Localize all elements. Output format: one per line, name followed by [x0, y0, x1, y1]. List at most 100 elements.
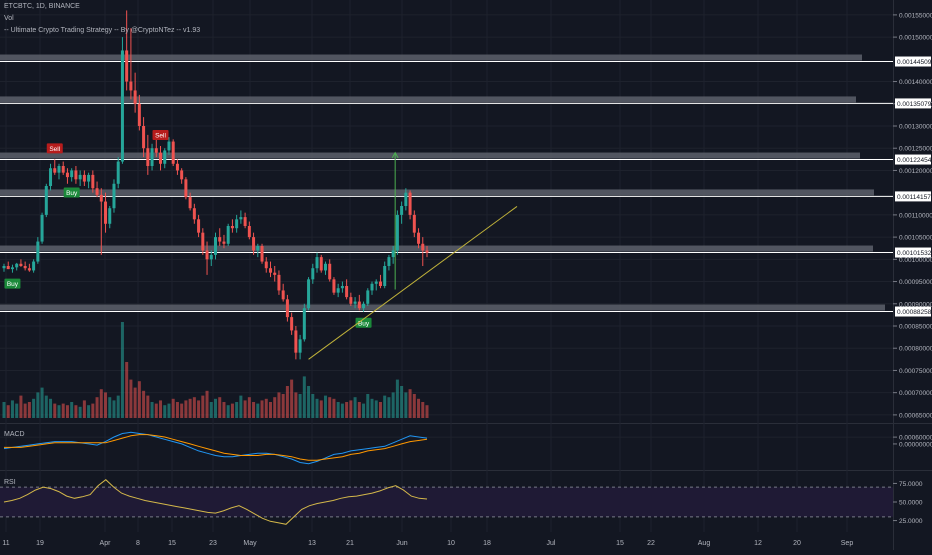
rsi-line	[3, 479, 428, 525]
candle-body	[53, 168, 57, 173]
candle-body	[188, 197, 192, 209]
sell-signal	[152, 130, 169, 140]
volume-bar	[27, 402, 31, 418]
rsi-legend[interactable]: RSI	[4, 479, 16, 486]
volume-bar	[260, 400, 264, 418]
volume-bar	[387, 397, 391, 418]
volume-bar	[362, 403, 366, 418]
price-axis[interactable]: 0.001550000.001500000.001400000.00135000…	[893, 12, 932, 525]
candle-body	[163, 150, 167, 164]
volume-bar	[357, 402, 361, 418]
candle-body	[370, 283, 374, 291]
candle-body	[27, 268, 31, 271]
candle-body	[154, 148, 158, 153]
volume-bar	[82, 400, 86, 418]
volume-bar	[298, 394, 302, 418]
level-label: 0.00088258	[897, 309, 932, 316]
candle-body	[218, 237, 222, 242]
volume-bar	[205, 390, 209, 418]
buy-signal	[4, 278, 21, 289]
candle-body	[425, 250, 429, 253]
candle-body	[209, 254, 213, 260]
macd-pane[interactable]	[3, 431, 428, 465]
time-tick-label: Jun	[396, 540, 407, 547]
volume-bar	[243, 400, 247, 418]
volume-bar	[323, 395, 327, 418]
volume-bars	[2, 322, 429, 418]
candle-body	[319, 257, 323, 271]
candle-body	[214, 237, 217, 255]
candlesticks[interactable]	[2, 10, 429, 360]
volume-bar	[412, 394, 416, 418]
candle-body	[180, 170, 184, 180]
volume-bar	[366, 394, 370, 418]
volume-bar	[395, 379, 399, 418]
price-tick-label: 0.00140000	[899, 79, 932, 86]
candle-body	[87, 174, 91, 182]
volume-bar	[95, 397, 99, 418]
volume-bar	[61, 403, 65, 418]
buy-signal	[63, 187, 80, 198]
candle-body	[116, 161, 120, 184]
candle-body	[120, 50, 124, 162]
volume-bar	[65, 405, 69, 418]
candle-body	[281, 290, 285, 300]
volume-bar	[74, 405, 78, 418]
candle-body	[285, 299, 289, 318]
candle-body	[353, 301, 357, 304]
candle-body	[82, 174, 86, 182]
volume-legend[interactable]: Vol	[4, 15, 14, 22]
rsi-pane[interactable]	[0, 479, 893, 525]
candle-body	[192, 208, 196, 220]
candle-body	[298, 339, 302, 353]
price-tick-label: 0.00080000	[899, 346, 932, 353]
volume-bar	[2, 402, 6, 418]
time-axis[interactable]: 11 19 Apr 8 15 23 May 13 21 Jun 10 18 Jul 15 22 Aug 12 20…	[2, 540, 853, 547]
candle-body	[197, 219, 201, 233]
time-tick-label: 8	[136, 540, 140, 547]
volume-bar	[307, 386, 311, 418]
time-tick-label: Jul	[547, 540, 556, 547]
price-tick-label: 0.00155000	[899, 12, 932, 19]
macd-legend[interactable]: MACD	[4, 431, 25, 438]
volume-bar	[294, 392, 298, 418]
volume-bar	[201, 395, 205, 418]
candle-body	[2, 266, 6, 269]
level-label-box	[895, 98, 931, 109]
volume-bar	[78, 406, 82, 418]
candle-body	[6, 266, 10, 270]
candle-body	[417, 232, 421, 244]
candle-body	[57, 166, 61, 173]
volume-bar	[180, 403, 184, 418]
candle-body	[273, 272, 277, 275]
volume-bar	[15, 403, 19, 418]
volume-bar	[209, 402, 213, 418]
price-tick-label: 0.00070000	[899, 390, 932, 397]
candle-body	[290, 317, 294, 331]
symbol-legend[interactable]: ETCBTC, 1D, BINANCE	[4, 3, 80, 10]
volume-bar	[264, 398, 268, 418]
volume-bar	[32, 398, 36, 418]
rsi-band	[0, 487, 893, 517]
buy-signal-label: Buy	[7, 281, 19, 288]
level-label: 0.00114157	[897, 194, 931, 201]
price-tick-label: 0.00100000	[899, 257, 932, 264]
volume-bar	[353, 397, 357, 418]
time-tick-label: 15	[616, 540, 624, 547]
candle-body	[260, 246, 264, 262]
volume-bar	[108, 397, 112, 418]
candle-body	[49, 168, 53, 186]
volume-bar	[40, 387, 44, 418]
volume-bar	[370, 398, 374, 418]
level-label: 0.00101532	[897, 250, 932, 257]
volume-bar	[302, 376, 306, 418]
candle-body	[167, 141, 171, 151]
price-tick-label: 0.00095000	[899, 279, 932, 286]
price-tick-label: 0.00150000	[899, 35, 932, 42]
candle-body	[137, 103, 141, 126]
candle-body	[15, 263, 19, 268]
strategy-legend[interactable]: -- Ultimate Crypto Trading Strategy -- B…	[4, 27, 201, 34]
volume-bar	[247, 397, 251, 418]
